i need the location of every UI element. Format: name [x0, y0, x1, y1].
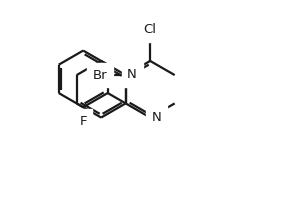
Text: Cl: Cl — [144, 23, 157, 36]
Text: Br: Br — [93, 69, 107, 82]
Text: F: F — [79, 115, 87, 128]
Text: N: N — [152, 111, 162, 124]
Text: N: N — [127, 68, 137, 81]
